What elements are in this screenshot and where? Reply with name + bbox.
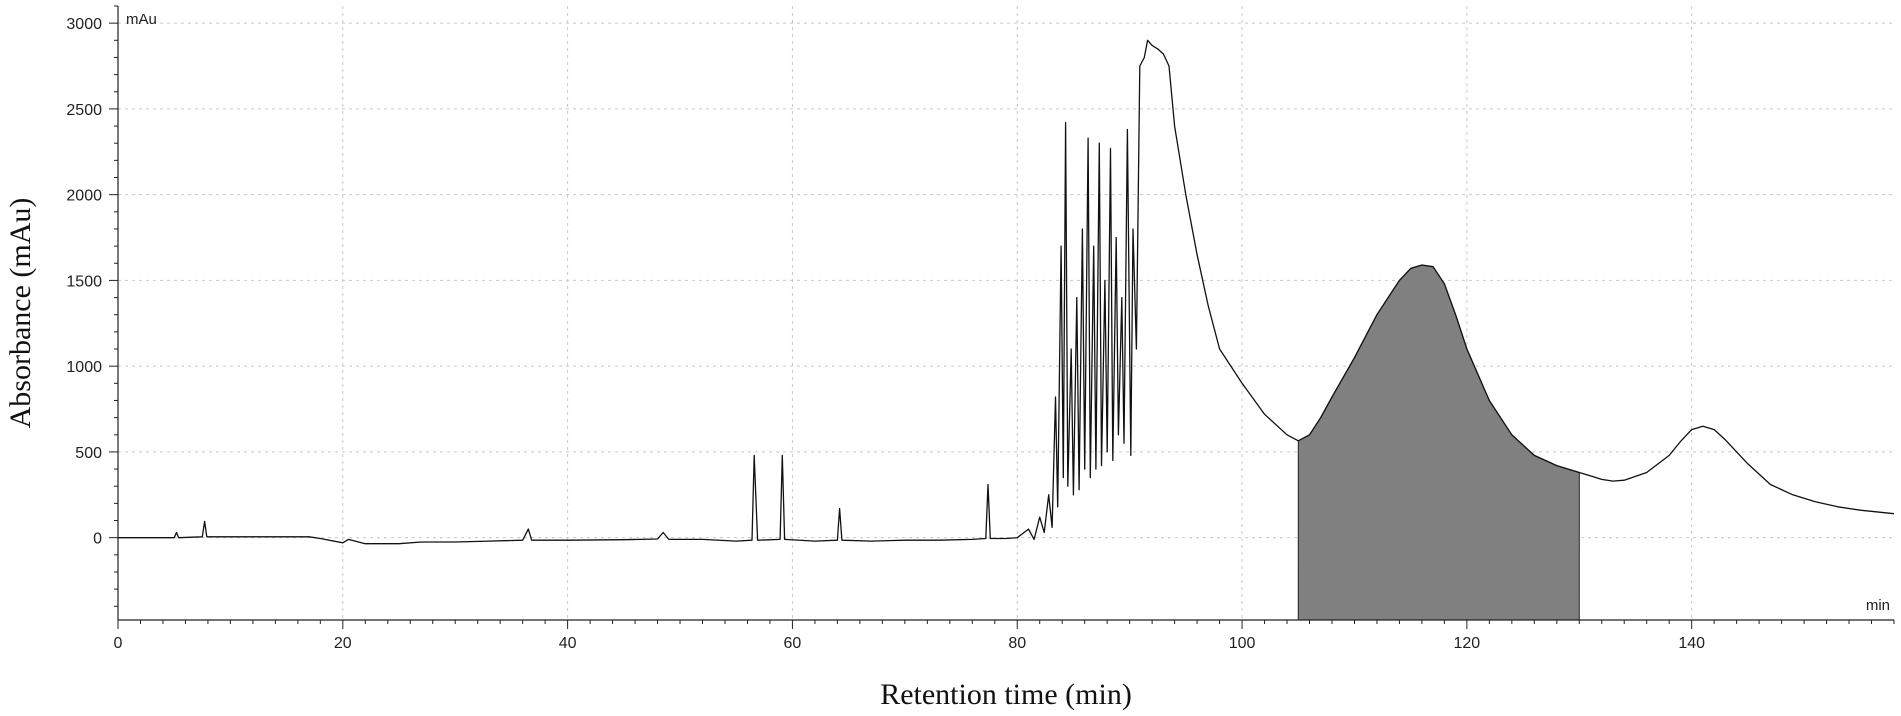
x-tick-label: 100	[1229, 635, 1256, 652]
y-tick-label: 0	[93, 531, 102, 548]
y-tick-label: 2500	[66, 102, 102, 119]
y-tick-label: 3000	[66, 16, 102, 33]
x-tick-label: 120	[1454, 635, 1481, 652]
y-unit-label: mAu	[126, 11, 157, 28]
shaded-fraction-region	[1297, 264, 1580, 621]
y-tick-label: 1500	[66, 273, 102, 290]
absorbance-trace	[118, 39, 1895, 545]
x-tick-label: 80	[1008, 635, 1026, 652]
x-axis-title: Retention time (min)	[880, 678, 1132, 711]
x-tick-label: 60	[784, 635, 802, 652]
y-tick-label: 2000	[66, 188, 102, 205]
x-tick-label: 40	[559, 635, 577, 652]
x-tick-label: 140	[1678, 635, 1705, 652]
y-tick-label: 1000	[66, 359, 102, 376]
y-axis-title: Absorbance (mAu)	[4, 198, 37, 429]
y-tick-label: 500	[75, 445, 102, 462]
x-tick-label: 20	[334, 635, 352, 652]
x-unit-label: min	[1866, 597, 1890, 614]
x-tick-label: 0	[114, 635, 123, 652]
